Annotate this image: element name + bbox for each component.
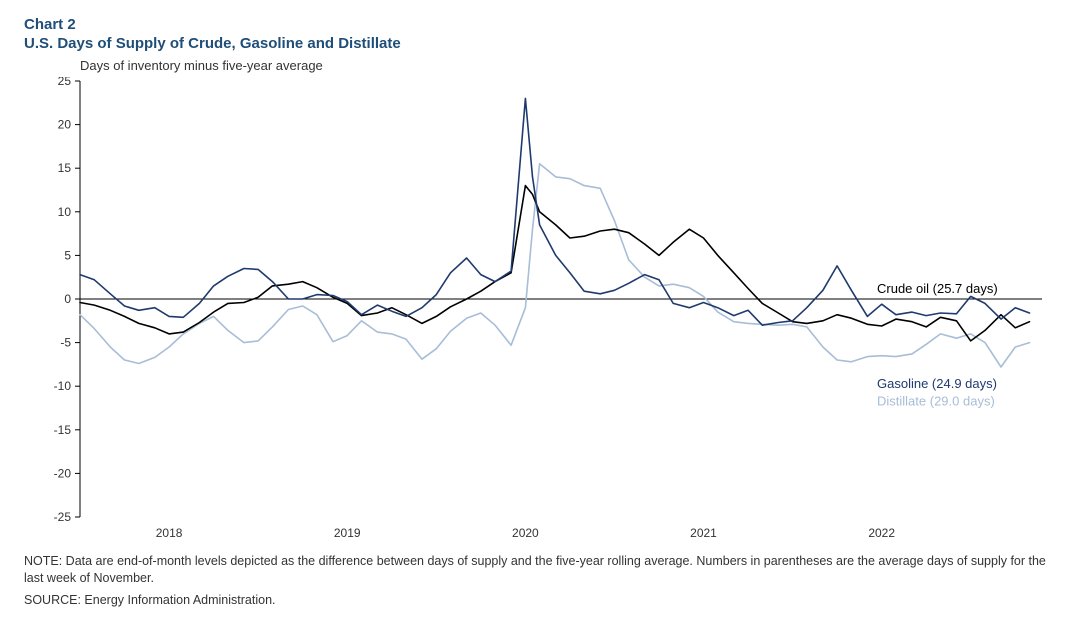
svg-text:-15: -15 — [54, 423, 72, 437]
svg-text:2021: 2021 — [690, 526, 717, 540]
svg-text:-5: -5 — [60, 336, 71, 350]
chart-title: U.S. Days of Supply of Crude, Gasoline a… — [24, 35, 1054, 52]
chart-area: -25 -20 -15 -10 -5 0 5 10 15 20 25 2018 2019 2020 2021… — [24, 77, 1054, 547]
svg-text:5: 5 — [64, 248, 71, 262]
line-chart-svg: -25 -20 -15 -10 -5 0 5 10 15 20 25 2018 2019 2020 2021… — [24, 77, 1044, 547]
svg-text:-10: -10 — [54, 379, 72, 393]
svg-text:Crude oil (25.7 days): Crude oil (25.7 days) — [877, 281, 998, 296]
svg-text:2018: 2018 — [156, 526, 183, 540]
chart-header: Chart 2 U.S. Days of Supply of Crude, Ga… — [24, 16, 1054, 73]
svg-text:2022: 2022 — [868, 526, 895, 540]
chart-source: SOURCE: Energy Information Administratio… — [24, 593, 1054, 607]
svg-text:20: 20 — [58, 118, 72, 132]
svg-text:-20: -20 — [54, 466, 72, 480]
svg-text:25: 25 — [58, 77, 72, 88]
svg-text:2019: 2019 — [334, 526, 361, 540]
chart-number: Chart 2 — [24, 16, 1054, 33]
chart-note: NOTE: Data are end-of-month levels depic… — [24, 553, 1054, 587]
svg-text:Gasoline (24.9 days): Gasoline (24.9 days) — [877, 376, 997, 391]
svg-text:15: 15 — [58, 161, 72, 175]
svg-text:-25: -25 — [54, 510, 72, 524]
svg-text:0: 0 — [64, 292, 71, 306]
svg-text:Distillate (29.0 days): Distillate (29.0 days) — [877, 393, 995, 408]
svg-text:2020: 2020 — [512, 526, 539, 540]
y-axis-title: Days of inventory minus five-year averag… — [80, 58, 1054, 73]
svg-text:10: 10 — [58, 205, 72, 219]
